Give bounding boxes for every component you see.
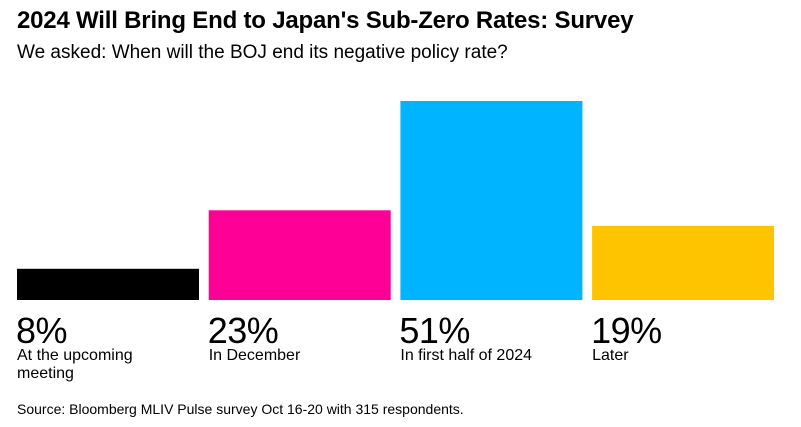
chart-title: 2024 Will Bring End to Japan's Sub-Zero … bbox=[17, 7, 634, 34]
bar-category-label-4: Later bbox=[592, 347, 629, 364]
bar-value-label-2: 23% bbox=[207, 310, 279, 351]
bar-1 bbox=[17, 268, 199, 300]
bar-value-label-3: 51% bbox=[399, 310, 470, 351]
bar-value-label-1: 8% bbox=[16, 310, 68, 351]
source-note: Source: Bloomberg MLIV Pulse survey Oct … bbox=[17, 401, 464, 417]
bar-4 bbox=[592, 225, 775, 300]
chart-subtitle: We asked: When will the BOJ end its nega… bbox=[17, 42, 508, 63]
bar-value-label-4: 19% bbox=[591, 310, 662, 351]
bar-3 bbox=[400, 101, 583, 300]
bar-2 bbox=[208, 210, 391, 300]
bar-category-label-2: In December bbox=[208, 347, 301, 364]
bar-category-label-3: In first half of 2024 bbox=[400, 347, 533, 364]
bar-category-label-1: At the upcoming meeting bbox=[17, 347, 133, 382]
